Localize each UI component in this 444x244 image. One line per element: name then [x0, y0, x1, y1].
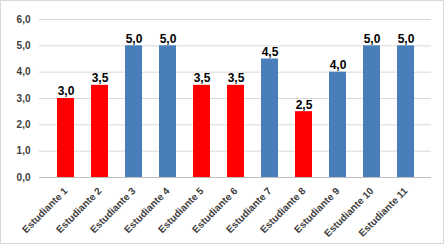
svg-text:5,0: 5,0	[17, 40, 31, 51]
svg-text:Estudiante 11: Estudiante 11	[356, 185, 410, 239]
svg-text:Estudiante 8: Estudiante 8	[257, 185, 308, 236]
svg-text:Estudiante 9: Estudiante 9	[291, 185, 342, 236]
svg-text:5,0: 5,0	[160, 32, 177, 46]
svg-text:Estudiante 6: Estudiante 6	[189, 185, 240, 236]
svg-text:0,0: 0,0	[17, 172, 31, 183]
svg-text:5,0: 5,0	[364, 32, 381, 46]
svg-text:5,0: 5,0	[398, 32, 415, 46]
svg-text:3,5: 3,5	[194, 71, 211, 85]
svg-text:4,0: 4,0	[330, 58, 347, 72]
svg-text:4,0: 4,0	[17, 66, 31, 77]
svg-text:Estudiante 3: Estudiante 3	[87, 185, 138, 236]
svg-text:3,0: 3,0	[58, 84, 75, 98]
svg-text:Estudiante 5: Estudiante 5	[155, 185, 206, 236]
svg-text:6,0: 6,0	[17, 14, 31, 25]
svg-text:4,5: 4,5	[262, 45, 279, 59]
svg-text:1,0: 1,0	[17, 145, 31, 156]
svg-text:Estudiante 4: Estudiante 4	[121, 185, 172, 236]
svg-text:Estudiante 10: Estudiante 10	[321, 185, 376, 239]
svg-text:5,0: 5,0	[126, 32, 143, 46]
svg-text:3,0: 3,0	[17, 93, 31, 104]
svg-text:Estudiante 1: Estudiante 1	[19, 185, 70, 236]
svg-text:3,5: 3,5	[92, 71, 109, 85]
svg-text:2,0: 2,0	[17, 119, 31, 130]
svg-text:2,5: 2,5	[296, 98, 313, 112]
svg-text:3,5: 3,5	[228, 71, 245, 85]
svg-text:Estudiante 2: Estudiante 2	[53, 185, 104, 236]
svg-text:Estudiante 7: Estudiante 7	[223, 185, 274, 236]
